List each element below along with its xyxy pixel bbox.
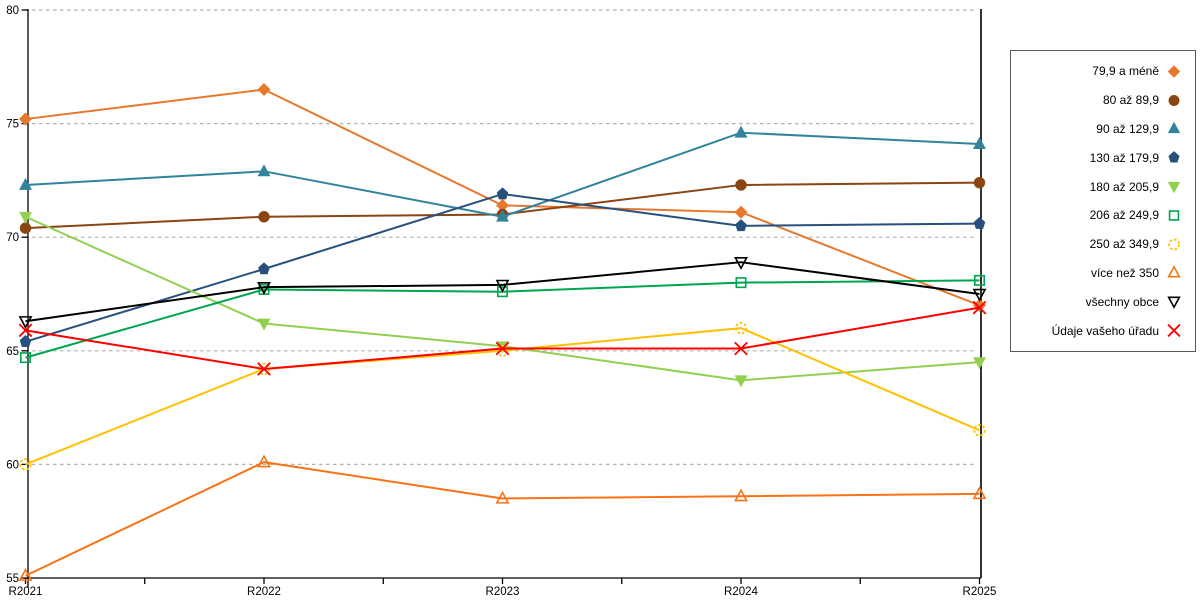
legend-marker-circle-dashed-icon bbox=[1168, 238, 1180, 251]
y-tick-label: 55 bbox=[6, 573, 19, 585]
legend-item: 180 až 205,9 bbox=[1011, 179, 1195, 194]
x-tick-label: R2022 bbox=[247, 586, 281, 598]
x-axis-ticks: R2021 R2022 R2023 R2024 R2025 bbox=[9, 578, 997, 598]
y-axis-ticks: 55 60 65 70 75 80 bbox=[6, 5, 28, 585]
legend-item: více než 350 bbox=[1011, 265, 1195, 280]
legend-item: Údaje vašeho úřadu bbox=[1011, 323, 1195, 338]
axes bbox=[27, 9, 982, 588]
y-tick-label: 60 bbox=[6, 459, 19, 471]
y-tick-label: 70 bbox=[6, 232, 19, 244]
series-9 bbox=[18, 256, 987, 329]
legend-item-label: 130 až 179,9 bbox=[1089, 150, 1159, 165]
legend-item-label: 79,9 a méně bbox=[1092, 64, 1159, 79]
gridlines bbox=[32, 9, 976, 465]
legend-item: 79,9 a méně bbox=[1011, 64, 1195, 79]
legend-marker-pentagon-icon bbox=[1168, 151, 1180, 163]
legend-item-label: 250 až 349,9 bbox=[1089, 237, 1159, 252]
legend-marker-circle-icon bbox=[1168, 94, 1180, 106]
series-line bbox=[25, 261, 980, 323]
legend-marker-x-icon bbox=[1167, 323, 1181, 338]
legend-item: 250 až 349,9 bbox=[1011, 237, 1195, 252]
series-8 bbox=[18, 454, 987, 581]
legend-marker-triangle-up-icon bbox=[1167, 122, 1181, 134]
y-tick-label: 75 bbox=[6, 119, 19, 131]
legend-marker-triangle-down-icon bbox=[1167, 296, 1181, 310]
legend-item: 130 až 179,9 bbox=[1011, 150, 1195, 165]
legend-marker-triangle-up-icon bbox=[1167, 265, 1181, 278]
series-1 bbox=[18, 83, 987, 312]
series-4 bbox=[19, 187, 986, 348]
legend-marker-triangle-down-icon bbox=[1167, 181, 1181, 194]
legend-item-label: 80 až 89,9 bbox=[1102, 93, 1159, 108]
series-3 bbox=[19, 125, 986, 222]
legend-item-label: 206 až 249,9 bbox=[1089, 208, 1159, 223]
legend-item-label: Údaje vašeho úřadu bbox=[1051, 323, 1159, 338]
legend-item: 80 až 89,9 bbox=[1011, 93, 1195, 108]
x-tick-label: R2023 bbox=[486, 586, 520, 598]
chart-legend: 79,9 a méně 80 až 89,9 90 až 129,9 130 až 1… bbox=[1010, 50, 1196, 352]
legend-marker-diamond-icon bbox=[1167, 65, 1181, 78]
legend-item-label: 180 až 205,9 bbox=[1089, 179, 1159, 194]
series-10 bbox=[18, 300, 987, 376]
legend-item-label: 90 až 129,9 bbox=[1096, 121, 1159, 136]
x-tick-label: R2025 bbox=[963, 586, 997, 598]
y-tick-label: 80 bbox=[6, 5, 19, 17]
series-line bbox=[25, 461, 980, 577]
legend-item: 90 až 129,9 bbox=[1011, 121, 1195, 136]
x-tick-label: R2024 bbox=[724, 586, 758, 598]
y-tick-label: 65 bbox=[6, 346, 19, 358]
series-line bbox=[25, 327, 980, 466]
legend-item-label: všechny obce bbox=[1085, 294, 1159, 309]
legend-item: 206 až 249,9 bbox=[1011, 208, 1195, 223]
x-tick-label: R2021 bbox=[9, 586, 43, 598]
series-7 bbox=[19, 321, 986, 471]
legend-marker-square-icon bbox=[1168, 210, 1180, 221]
legend-item: všechny obce bbox=[1011, 294, 1195, 310]
legend-item-label: více než 350 bbox=[1090, 265, 1159, 280]
